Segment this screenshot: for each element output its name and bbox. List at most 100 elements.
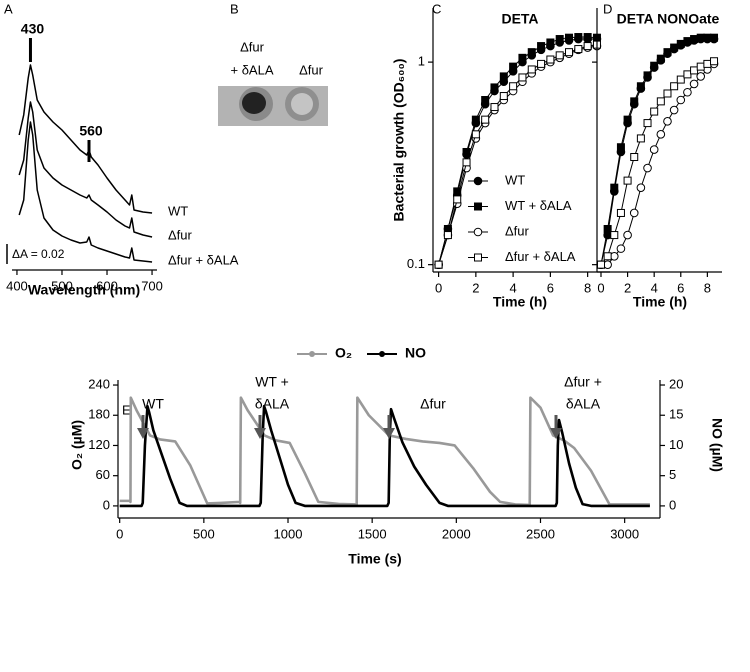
marker <box>509 62 518 71</box>
marker <box>710 33 719 42</box>
y-tick-label: 240 <box>88 376 110 391</box>
marker <box>443 231 452 240</box>
marker <box>663 48 672 57</box>
marker <box>518 73 527 82</box>
x-tick-label: 6 <box>547 280 554 295</box>
legend-marker <box>473 227 483 237</box>
marker <box>630 97 639 106</box>
marker <box>629 208 639 218</box>
marker <box>537 59 546 68</box>
arrow-head <box>383 428 395 439</box>
annotation: δALA <box>566 396 601 412</box>
arrow-head <box>550 428 562 439</box>
y-tick-label: 120 <box>88 437 110 452</box>
marker <box>565 33 574 42</box>
marker <box>509 82 518 91</box>
x-tick-label: 0 <box>597 280 604 295</box>
x-tick-label: 6 <box>677 280 684 295</box>
series-line <box>18 64 153 214</box>
peak-label: 560 <box>79 123 103 139</box>
x-tick-label: 3000 <box>610 526 639 541</box>
marker <box>669 105 679 115</box>
y2-tick-label: 15 <box>669 407 683 422</box>
marker <box>490 103 499 112</box>
marker <box>683 37 692 46</box>
legend-marker <box>474 253 482 262</box>
marker <box>650 61 659 70</box>
y-tick-label: 0.1 <box>407 256 425 271</box>
marker <box>683 70 692 79</box>
peak-label: 430 <box>21 21 45 37</box>
legend-label: WT <box>505 172 525 187</box>
marker <box>610 231 619 240</box>
marker <box>690 66 699 75</box>
marker <box>481 96 490 105</box>
marker <box>490 83 499 92</box>
x-tick-label: 500 <box>193 526 215 541</box>
marker <box>696 62 705 71</box>
series-label: WT <box>168 203 188 218</box>
marker <box>555 35 564 44</box>
marker <box>636 134 645 143</box>
x-tick-label: 1000 <box>274 526 303 541</box>
marker <box>696 33 705 42</box>
marker <box>499 92 508 101</box>
marker <box>537 42 546 51</box>
marker <box>663 89 672 98</box>
marker <box>596 260 605 269</box>
annotation: Δfur + <box>564 374 602 390</box>
chart-title: DETA NONOate <box>617 11 720 27</box>
marker <box>703 59 712 68</box>
marker <box>434 260 443 269</box>
marker <box>462 158 471 167</box>
legend-marker <box>474 202 482 211</box>
marker <box>527 48 536 57</box>
well-pellet <box>291 93 313 115</box>
marker <box>636 183 646 192</box>
marker <box>565 48 574 57</box>
annotation: WT + <box>255 374 289 390</box>
x-tick-label: 2500 <box>526 526 555 541</box>
marker <box>471 130 480 139</box>
x-tick-label: 4 <box>509 280 516 295</box>
marker <box>656 130 666 139</box>
marker <box>643 71 652 80</box>
marker <box>603 252 612 261</box>
y-tick-label: 180 <box>88 407 110 422</box>
panel-b: B Δfur + δALA Δfur <box>218 1 328 126</box>
y2-tick-label: 5 <box>669 467 676 482</box>
legend-marker <box>473 176 483 186</box>
x-tick-label: 700 <box>141 278 163 293</box>
marker <box>603 224 612 233</box>
marker <box>518 53 527 62</box>
marker <box>499 72 508 81</box>
x-axis-label: Time (h) <box>633 294 687 310</box>
scale-label: ΔA = 0.02 <box>12 247 65 261</box>
x-tick-label: 2000 <box>442 526 471 541</box>
series-line <box>18 121 153 263</box>
marker <box>676 39 685 48</box>
panel-letter: B <box>230 1 239 16</box>
legend-label: O₂ <box>335 345 352 361</box>
x-tick-label: 2 <box>624 280 631 295</box>
marker <box>471 115 480 124</box>
x-tick-label: 0 <box>435 280 442 295</box>
panel-letter: A <box>4 1 13 16</box>
marker <box>623 115 632 124</box>
marker <box>676 75 685 84</box>
marker <box>481 115 490 124</box>
marker <box>527 65 536 74</box>
x-axis-label: Wavelength (nm) <box>28 282 140 298</box>
marker <box>555 51 564 60</box>
marker <box>616 208 625 217</box>
marker <box>583 42 592 51</box>
x-tick-label: 4 <box>651 280 658 295</box>
y-tick-label: 60 <box>96 467 110 482</box>
well-label: + δALA <box>230 62 273 77</box>
x-tick-label: 8 <box>584 280 591 295</box>
y-axis-label: Bacterial growth (OD₆₀₀) <box>391 59 407 222</box>
legend-marker <box>379 351 385 357</box>
marker <box>690 35 699 44</box>
marker <box>630 153 639 162</box>
